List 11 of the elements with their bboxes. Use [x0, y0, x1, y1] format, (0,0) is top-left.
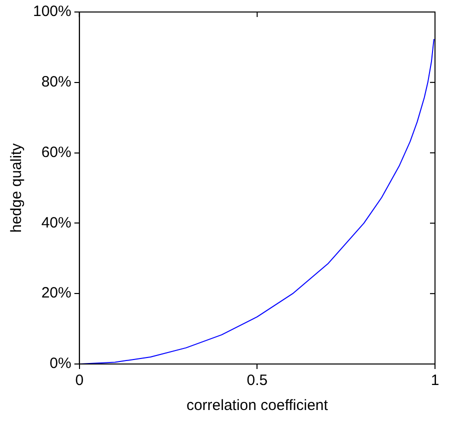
- y-tick-label: 40%: [41, 214, 72, 232]
- x-axis-title: correlation coefficient: [186, 397, 329, 414]
- x-tick-label: 0.5: [246, 372, 268, 390]
- y-tick-label: 100%: [32, 3, 72, 20]
- y-tick-label: 80%: [41, 74, 72, 91]
- y-tick-label: 20%: [41, 284, 72, 302]
- x-tick-label: 0: [75, 372, 84, 390]
- x-tick-label: 1: [430, 372, 440, 390]
- y-tick-label: 0%: [50, 355, 72, 372]
- y-axis-title: hedge quality: [8, 142, 26, 233]
- y-tick-label: 60%: [41, 144, 72, 161]
